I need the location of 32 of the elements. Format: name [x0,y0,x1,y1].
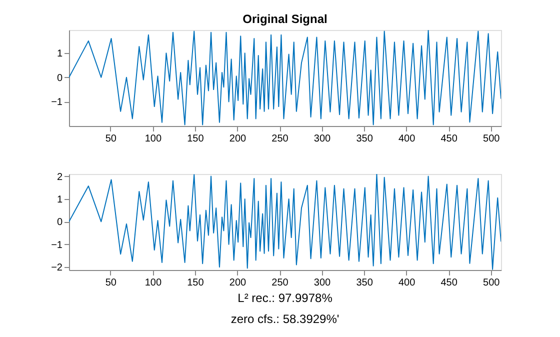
x-tick-label: 100 [144,278,162,288]
x-tick-label: 50 [105,134,117,144]
x-tick-label: 300 [314,278,332,288]
x-tick-label: 250 [272,134,289,144]
x-tick-label: 150 [187,134,204,144]
y-tick-label: −2 [51,262,63,274]
y-tick-label: 1 [56,48,63,60]
x-tick-label: 500 [483,134,500,144]
chart-title: Original Signal [242,12,328,26]
x-tick-label: 450 [440,134,458,144]
x-tick-label: 100 [144,134,162,144]
x-tick-label: 250 [272,278,289,288]
y-tick-label: 0 [56,72,63,84]
x-tick-label: 300 [314,134,332,144]
x-tick-label: 400 [398,278,416,288]
x-tick-label: 450 [440,278,458,288]
y-tick-label: 2 [56,172,63,183]
x-tick-label: 200 [229,134,247,144]
text: zero cfs.: 58.3929%' [230,312,340,326]
x-tick-label: 200 [229,278,247,288]
line-series [69,30,501,126]
y-tick-label: −1 [51,97,63,108]
y-tick-label: −1 [51,240,63,251]
x-tick-label: 500 [483,278,500,288]
x-tick-label: 350 [356,134,374,144]
x-tick-label: 350 [356,278,374,288]
text: L² rec.: 97.9978% [238,291,333,305]
x-tick-label: 400 [398,134,416,144]
x-tick-label: 150 [187,278,204,288]
x-tick-label: 50 [105,278,117,288]
y-tick-label: 1 [56,194,63,206]
y-tick-label: 0 [56,217,63,228]
